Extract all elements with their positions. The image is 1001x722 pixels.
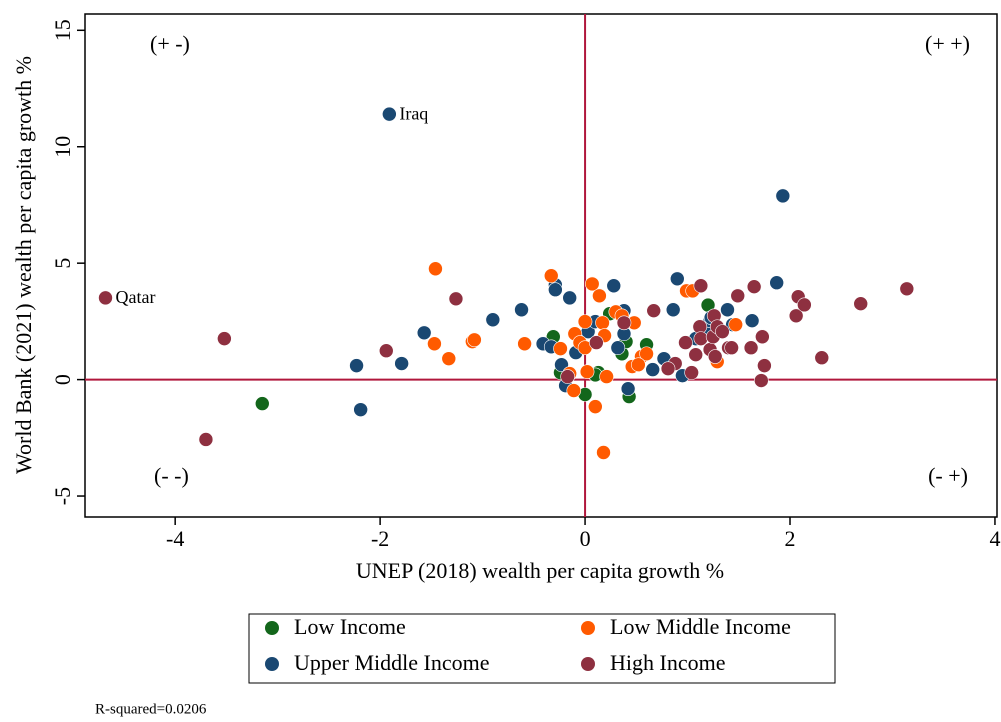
point xyxy=(382,106,397,122)
point xyxy=(754,373,769,388)
point xyxy=(566,383,582,398)
legend-label: Low Income xyxy=(294,614,406,639)
legend-label: High Income xyxy=(610,650,725,675)
point xyxy=(579,364,595,379)
x-tick-label: 0 xyxy=(580,526,591,551)
point xyxy=(631,357,646,373)
point xyxy=(730,288,746,304)
point xyxy=(441,351,457,366)
point xyxy=(665,302,681,318)
point xyxy=(595,315,610,331)
point xyxy=(693,331,709,346)
point xyxy=(427,336,442,352)
point xyxy=(514,302,529,318)
point xyxy=(485,312,501,328)
y-tick-label: 5 xyxy=(50,258,75,269)
x-tick-label: 2 xyxy=(785,526,796,551)
point xyxy=(728,317,743,332)
point xyxy=(678,335,693,350)
point xyxy=(562,290,577,306)
legend-box xyxy=(248,613,836,684)
point xyxy=(853,296,869,311)
quadrant-label: (- +) xyxy=(928,463,968,488)
point xyxy=(788,308,804,324)
point xyxy=(553,341,568,356)
point xyxy=(797,297,812,313)
point xyxy=(416,325,432,341)
point xyxy=(378,343,394,359)
point xyxy=(639,346,654,362)
point xyxy=(543,268,559,284)
point xyxy=(353,402,368,417)
point xyxy=(596,445,611,460)
x-tick-label: -4 xyxy=(166,526,184,551)
point xyxy=(620,381,636,396)
y-tick-label: -5 xyxy=(50,487,75,505)
x-tick-label: 4 xyxy=(989,526,1000,551)
y-tick-label: 0 xyxy=(50,374,75,385)
legend-label: Low Middle Income xyxy=(610,614,791,639)
quadrant-label: (+ +) xyxy=(925,31,970,56)
point xyxy=(645,362,660,377)
point xyxy=(610,340,626,356)
point xyxy=(769,275,784,291)
y-tick-label: 15 xyxy=(50,19,75,41)
point xyxy=(584,276,600,292)
point xyxy=(98,290,113,306)
point-label: Iraq xyxy=(399,103,428,123)
point xyxy=(757,358,772,373)
point xyxy=(720,302,735,318)
point xyxy=(592,288,607,304)
point xyxy=(448,291,464,307)
point xyxy=(467,332,482,348)
legend-marker xyxy=(265,657,279,671)
point xyxy=(775,188,791,204)
point xyxy=(688,347,704,362)
legend-marker xyxy=(265,621,279,635)
legend-marker xyxy=(581,657,595,671)
quadrant-label: (- -) xyxy=(154,463,189,488)
point xyxy=(755,329,770,345)
point xyxy=(684,365,699,380)
point xyxy=(814,350,830,366)
point xyxy=(724,340,739,356)
point xyxy=(589,335,604,350)
point xyxy=(254,396,270,411)
point xyxy=(198,432,214,447)
point xyxy=(707,349,723,364)
point xyxy=(394,356,409,371)
point xyxy=(588,399,603,414)
point xyxy=(646,303,662,318)
point xyxy=(548,282,563,298)
point xyxy=(517,336,532,352)
x-tick-label: -2 xyxy=(371,526,389,551)
point xyxy=(715,324,730,339)
point xyxy=(616,315,632,331)
quadrant-label: (+ -) xyxy=(150,31,190,56)
point xyxy=(428,261,443,277)
y-tick-label: 10 xyxy=(50,136,75,158)
point xyxy=(744,313,760,328)
point xyxy=(660,361,676,376)
point xyxy=(669,271,685,287)
legend-label: Upper Middle Income xyxy=(294,650,490,675)
point xyxy=(743,340,759,356)
y-axis-title: World Bank (2021) wealth per capita grow… xyxy=(11,56,36,474)
point xyxy=(577,314,593,329)
point xyxy=(217,331,232,346)
point xyxy=(599,369,614,384)
point xyxy=(560,369,575,384)
point xyxy=(746,279,762,294)
point-label: Qatar xyxy=(115,287,155,307)
plot-frame xyxy=(84,13,998,518)
legend-marker xyxy=(581,621,595,635)
point xyxy=(349,358,364,373)
point xyxy=(693,278,709,294)
x-axis-title: UNEP (2018) wealth per capita growth % xyxy=(356,558,724,583)
point xyxy=(606,278,622,294)
note: R-squared=0.0206 xyxy=(95,701,207,717)
point xyxy=(899,281,915,297)
